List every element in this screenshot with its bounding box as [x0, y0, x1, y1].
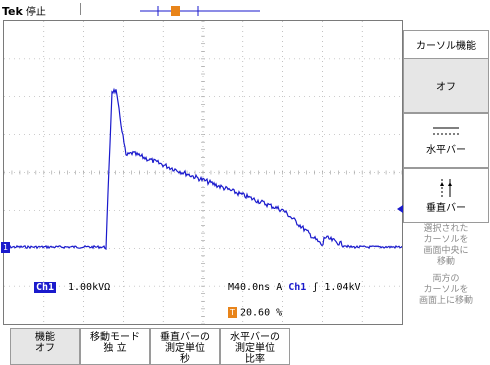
ch1-waveform	[4, 87, 402, 250]
side-menu-title: カーソル機能	[403, 30, 489, 58]
button-line: 垂直バーの	[160, 332, 210, 343]
note-line: カーソルを	[423, 235, 469, 245]
button-line: オフ	[35, 343, 55, 354]
note-line: 選択された	[423, 224, 469, 234]
timebase-scale: M40.0ns	[228, 282, 271, 293]
button-line: 測定単位	[165, 343, 205, 354]
graticule	[4, 21, 402, 324]
note-line: 移動	[436, 257, 455, 267]
function-off-button[interactable]: 機能 オフ	[10, 328, 80, 365]
horizontal-position: 20.60 %	[240, 307, 283, 319]
button-line: 水平バーの	[230, 332, 280, 343]
button-line: 測定単位	[235, 343, 275, 354]
trigger-level: 1.04kV	[324, 282, 361, 293]
move-mode-button[interactable]: 移動モード 独 立	[80, 328, 150, 365]
move-both-cursors-note[interactable]: 両方の カーソルを 画面上に移動	[403, 274, 489, 307]
cursor-off-button[interactable]: オフ	[403, 58, 489, 113]
trigger-channel: Ch1	[288, 282, 307, 293]
ch1-coupling: Ω	[104, 282, 111, 293]
vertical-bar-button[interactable]: 垂直バー	[403, 168, 489, 223]
note-line: 画面上に移動	[418, 296, 473, 306]
horizontal-bar-unit-button[interactable]: 水平バーの 測定単位 比率	[220, 328, 290, 365]
horizontal-bar-label: 水平バー	[426, 145, 466, 156]
move-selected-cursor-note[interactable]: 選択された カーソルを 画面中央に 移動	[403, 224, 489, 268]
timebase-readout: M40.0ns A Ch1 ʃ 1.04kV	[228, 282, 361, 293]
scope-brand: Tek 停止	[2, 3, 46, 18]
header-divider	[80, 3, 81, 15]
position-marker-icon: T	[228, 307, 237, 318]
button-line: 比率	[245, 354, 265, 365]
trigger-source-prefix: A	[276, 282, 283, 293]
vertical-bars-icon	[440, 179, 452, 197]
note-line: 画面中央に	[423, 246, 469, 256]
trigger-level-arrow-icon	[397, 205, 403, 213]
ch1-ground-marker: 1	[1, 242, 10, 253]
ch1-tag: Ch1	[34, 282, 57, 293]
vertical-bar-unit-button[interactable]: 垂直バーの 測定単位 秒	[150, 328, 220, 365]
horizontal-position-readout: T 20.60 %	[228, 307, 282, 319]
note-line: カーソルを	[423, 285, 469, 295]
acquisition-state: 停止	[25, 7, 46, 18]
side-menu: カーソル機能 オフ 水平バー 垂直バー 選択された カーソルを 画面中央に 移動…	[403, 30, 489, 307]
trigger-slope-icon: ʃ	[312, 282, 319, 293]
button-line: 移動モード	[90, 332, 140, 343]
note-line: 両方の	[432, 274, 460, 284]
horizontal-bars-icon	[433, 127, 459, 135]
button-line: 機能	[35, 332, 55, 343]
brand-label: Tek	[2, 5, 23, 18]
ch1-scale-readout: 1.00kVΩ	[68, 282, 110, 293]
horizontal-bar-button[interactable]: 水平バー	[403, 113, 489, 168]
vertical-bar-label: 垂直バー	[426, 203, 466, 214]
button-line: 独 立	[103, 343, 127, 354]
record-view-bar	[140, 6, 260, 16]
waveform-display: 1	[1, 20, 403, 325]
grid-lines	[4, 21, 402, 324]
bottom-menu: 機能 オフ 移動モード 独 立 垂直バーの 測定単位 秒 水平バーの 測定単位 …	[0, 328, 490, 365]
button-line: 秒	[180, 354, 190, 365]
ch1-scale: 1.00kV	[68, 282, 105, 293]
